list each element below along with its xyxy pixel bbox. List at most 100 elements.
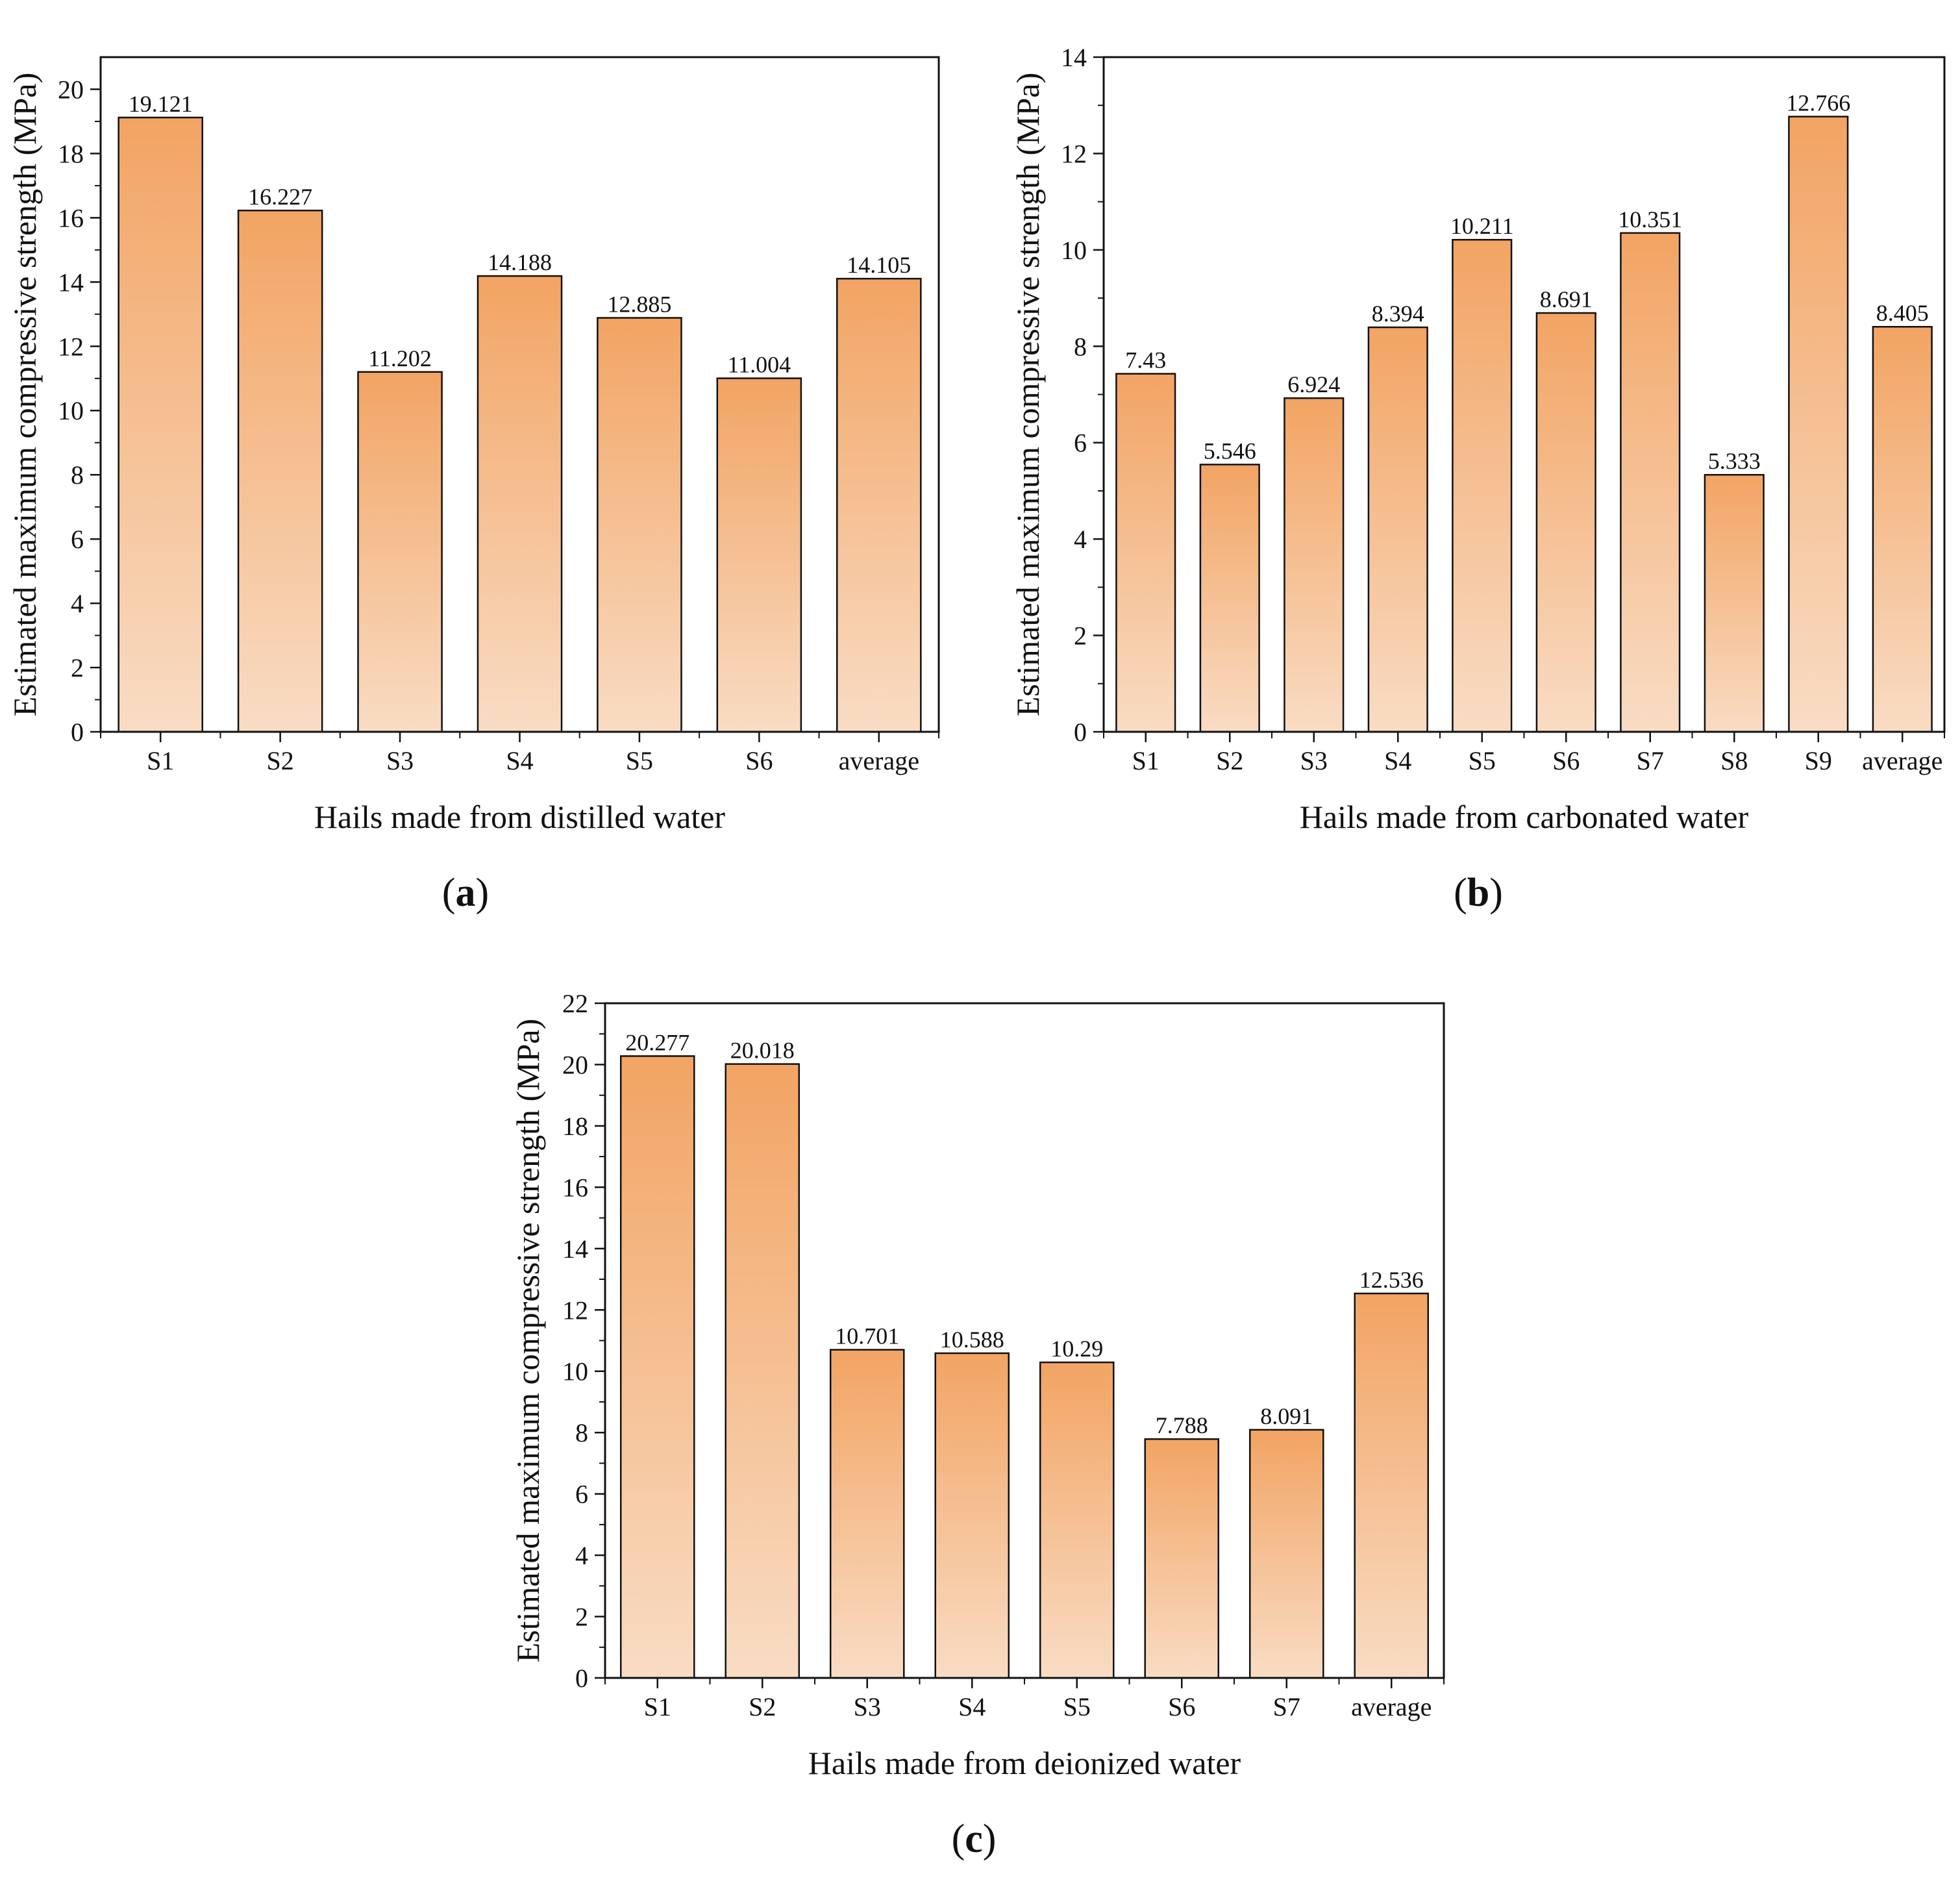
data-label-average: 14.105 <box>847 252 911 278</box>
data-label-S8: 5.333 <box>1708 448 1761 474</box>
x-tick-label-average: average <box>839 746 919 775</box>
x-tick-label-average: average <box>1351 1692 1432 1721</box>
bar-average <box>1354 1292 1430 1679</box>
y-tick-label: 16 <box>562 1173 588 1202</box>
data-label-S6: 11.004 <box>728 352 791 378</box>
x-axis-title: Hails made from carbonated water <box>1300 799 1749 835</box>
x-tick-label-S2: S2 <box>1216 746 1243 775</box>
y-tick-label: 0 <box>71 718 84 747</box>
chart-panel-a: 19.121 16.227 11.202 14.188 12.885 11.004 14.1… <box>6 56 940 915</box>
x-tick-label-S3: S3 <box>854 1692 881 1721</box>
y-tick-label: 2 <box>1074 621 1087 651</box>
data-label-S3: 10.701 <box>835 1323 899 1349</box>
bar-S4 <box>1367 326 1428 733</box>
y-tick-label: 12 <box>58 332 84 361</box>
y-tick-label: 2 <box>575 1603 588 1632</box>
bar-S3 <box>1284 397 1345 733</box>
data-label-S5: 10.29 <box>1050 1336 1103 1362</box>
chart-panel-c: 20.277 20.018 10.701 10.588 10.29 7.788 8.091 1… <box>510 989 1445 1861</box>
bar-S1 <box>619 1055 695 1679</box>
panel-caption: (b) <box>1454 871 1503 915</box>
bar-S7 <box>1620 232 1681 733</box>
panel-letter: a <box>456 871 476 915</box>
data-label-S2: 5.546 <box>1204 438 1256 464</box>
data-label-S4: 8.394 <box>1372 301 1424 327</box>
bar-S8 <box>1704 473 1765 733</box>
y-tick-label: 0 <box>1074 718 1087 747</box>
y-tick-label: 6 <box>575 1480 588 1509</box>
bar-S1 <box>1115 373 1176 733</box>
bar-S5 <box>597 317 682 733</box>
chart-panel-b: 7.43 5.546 6.924 8.394 10.211 8.691 10.351 5.33… <box>1010 43 1946 915</box>
data-label-S6: 7.788 <box>1156 1412 1208 1438</box>
y-tick-label: 6 <box>1074 429 1087 458</box>
data-label-S5: 12.885 <box>607 291 671 317</box>
data-label-S4: 14.188 <box>488 249 552 275</box>
y-tick-label: 4 <box>1074 525 1087 554</box>
data-label-S1: 7.43 <box>1125 347 1166 373</box>
bar-average <box>836 277 922 733</box>
y-tick-label: 8 <box>575 1418 588 1447</box>
y-axis-title: Estimated maximum compressive strength (… <box>510 1019 546 1662</box>
bar-S5 <box>1452 238 1513 733</box>
y-tick-label: 10 <box>562 1357 588 1386</box>
y-tick-label: 20 <box>562 1050 588 1079</box>
x-tick-label-S2: S2 <box>749 1692 776 1721</box>
y-tick-label: 0 <box>575 1664 588 1693</box>
bar-S2 <box>237 209 323 733</box>
y-tick-label: 18 <box>58 139 84 168</box>
panel-letter: b <box>1467 871 1489 915</box>
bar-S4 <box>934 1352 1010 1679</box>
data-label-S4: 10.588 <box>940 1327 1004 1353</box>
data-label-average: 8.405 <box>1876 300 1929 326</box>
x-tick-label-S5: S5 <box>1063 1692 1091 1721</box>
y-tick-label: 8 <box>71 460 84 490</box>
y-axis-title: Estimated maximum compressive strength (… <box>6 73 43 716</box>
y-tick-label: 10 <box>58 396 84 425</box>
data-label-S1: 20.277 <box>625 1029 689 1055</box>
y-tick-label: 2 <box>71 653 84 682</box>
bar-S2 <box>1199 464 1260 733</box>
y-tick-label: 22 <box>562 989 588 1018</box>
x-axis-title: Hails made from distilled water <box>314 799 726 835</box>
y-tick-label: 14 <box>1061 43 1087 72</box>
data-label-S2: 20.018 <box>730 1038 795 1064</box>
x-tick-label-S8: S8 <box>1720 746 1748 775</box>
bar-S6 <box>1535 312 1596 733</box>
x-tick-label-S5: S5 <box>1469 746 1496 775</box>
y-tick-label: 16 <box>58 203 84 232</box>
y-axis-title: Estimated maximum compressive strength (… <box>1010 73 1046 716</box>
bar-S9 <box>1788 116 1849 733</box>
data-label-average: 12.536 <box>1359 1267 1424 1293</box>
x-tick-label-S2: S2 <box>267 746 294 775</box>
bar-S5 <box>1039 1361 1115 1679</box>
y-tick-label: 4 <box>575 1541 588 1570</box>
y-tick-label: 12 <box>562 1295 588 1325</box>
data-label-S7: 10.351 <box>1618 206 1682 232</box>
x-tick-label-S9: S9 <box>1805 746 1832 775</box>
x-tick-label-S6: S6 <box>1552 746 1580 775</box>
y-tick-label: 20 <box>58 75 84 104</box>
bar-S6 <box>716 377 802 733</box>
x-tick-label-average: average <box>1862 746 1942 775</box>
y-tick-label: 18 <box>562 1112 588 1141</box>
data-label-S9: 12.766 <box>1786 90 1850 116</box>
bar-S2 <box>725 1063 800 1679</box>
y-tick-label: 4 <box>71 589 84 618</box>
y-tick-label: 6 <box>71 525 84 554</box>
x-tick-label-S7: S7 <box>1273 1692 1300 1721</box>
data-label-S7: 8.091 <box>1260 1403 1313 1429</box>
y-tick-label: 12 <box>1061 139 1087 168</box>
data-label-S1: 19.121 <box>129 91 193 117</box>
y-tick-label: 14 <box>58 268 84 297</box>
data-label-S3: 6.924 <box>1287 371 1340 397</box>
data-label-S2: 16.227 <box>248 184 312 210</box>
x-tick-label-S3: S3 <box>386 746 414 775</box>
x-tick-label-S6: S6 <box>745 746 773 775</box>
panel-caption: (a) <box>442 871 489 915</box>
x-tick-label-S5: S5 <box>626 746 653 775</box>
bar-S1 <box>118 116 204 733</box>
x-tick-label-S1: S1 <box>147 746 174 775</box>
x-tick-label-S4: S4 <box>1384 746 1411 775</box>
